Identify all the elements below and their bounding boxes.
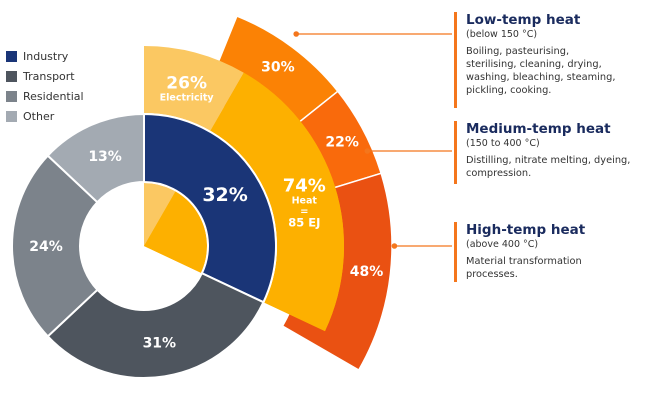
panel-range: (below 150 °C) bbox=[466, 29, 538, 40]
sector-residential-slice bbox=[11, 154, 99, 338]
legend-label: Other bbox=[23, 109, 55, 123]
panel-description-line: Boiling, pasteurising, bbox=[466, 46, 570, 57]
panel-description-line: processes. bbox=[466, 269, 518, 280]
sector-ring bbox=[11, 112, 277, 379]
panel-description-line: Material transformation bbox=[466, 256, 582, 267]
legend-swatch-industry bbox=[6, 50, 17, 62]
panel-description-line: Distilling, nitrate melting, dyeing, bbox=[466, 155, 631, 166]
panel-range: (150 to 400 °C) bbox=[466, 138, 540, 149]
panel-title: Medium-temp heat bbox=[466, 121, 611, 137]
heat-name-label: Heat bbox=[292, 196, 318, 207]
panel-accent-bar bbox=[454, 222, 457, 282]
panel-accent-bar bbox=[454, 12, 457, 108]
panel-range: (above 400 °C) bbox=[466, 239, 539, 250]
panel-medium-temp-heat: Medium-temp heat (150 to 400 °C) Distill… bbox=[454, 121, 644, 184]
legend-item-industry: Industry bbox=[6, 46, 84, 66]
panel-description: Boiling, pasteurising, sterilising, clea… bbox=[466, 45, 644, 97]
panel-title: High-temp heat bbox=[466, 222, 586, 238]
electricity-name-label: Electricity bbox=[160, 93, 215, 104]
sector-industry-slice bbox=[143, 112, 277, 304]
legend-swatch-other bbox=[6, 110, 17, 122]
legend-swatch-residential bbox=[6, 90, 17, 102]
heat-medium-temp-label: 22% bbox=[325, 134, 359, 150]
legend-label: Residential bbox=[23, 89, 84, 103]
legend-label: Industry bbox=[23, 49, 69, 63]
sector-other-label: 13% bbox=[88, 149, 122, 165]
panel-description-line: washing, bleaching, steaming, bbox=[466, 72, 616, 83]
legend-item-residential: Residential bbox=[6, 86, 84, 106]
panel-low-temp-heat: Low-temp heat (below 150 °C) Boiling, pa… bbox=[454, 12, 644, 108]
legend-item-other: Other bbox=[6, 106, 84, 126]
heat-energy-label: 85 EJ bbox=[288, 216, 320, 230]
heat-low-temp-label: 30% bbox=[261, 59, 295, 75]
electricity-percent-label: 26% bbox=[166, 74, 207, 94]
connector-dot-high-temp bbox=[391, 243, 398, 249]
panel-description-line: pickling, cooking. bbox=[466, 85, 552, 96]
sector-transport-label: 31% bbox=[143, 336, 177, 352]
chart-labels: 31% 24% 13% 32% 26%Electricity 74%Heat=85 EJ 3… bbox=[29, 59, 383, 351]
heat-percent-label: 74% bbox=[283, 176, 326, 197]
sector-residential-label: 24% bbox=[29, 239, 63, 255]
panel-accent-bar bbox=[454, 121, 457, 184]
connector-dot-medium-temp bbox=[364, 148, 371, 154]
sector-other-slice bbox=[46, 112, 145, 204]
panel-high-temp-heat: High-temp heat (above 400 °C) Material t… bbox=[454, 222, 644, 282]
connector-lines bbox=[293, 31, 452, 249]
legend-swatch-transport bbox=[6, 70, 17, 82]
panel-description: Distilling, nitrate melting, dyeing, com… bbox=[466, 154, 644, 180]
sector-transport-slice bbox=[46, 271, 265, 379]
sector-industry-label: 32% bbox=[202, 184, 247, 206]
connector-dot-low-temp bbox=[293, 31, 300, 37]
heat-equals-label: = bbox=[300, 207, 308, 218]
panel-title: Low-temp heat bbox=[466, 12, 581, 28]
panel-description: Material transformation processes. bbox=[466, 255, 644, 281]
panel-description-line: sterilising, cleaning, drying, bbox=[466, 59, 602, 70]
panel-description-line: compression. bbox=[466, 168, 532, 179]
heat-high-temp-label: 48% bbox=[350, 264, 384, 280]
legend-item-transport: Transport bbox=[6, 66, 84, 86]
legend-label: Transport bbox=[23, 69, 75, 83]
legend: Industry Transport Residential Other bbox=[6, 46, 84, 126]
